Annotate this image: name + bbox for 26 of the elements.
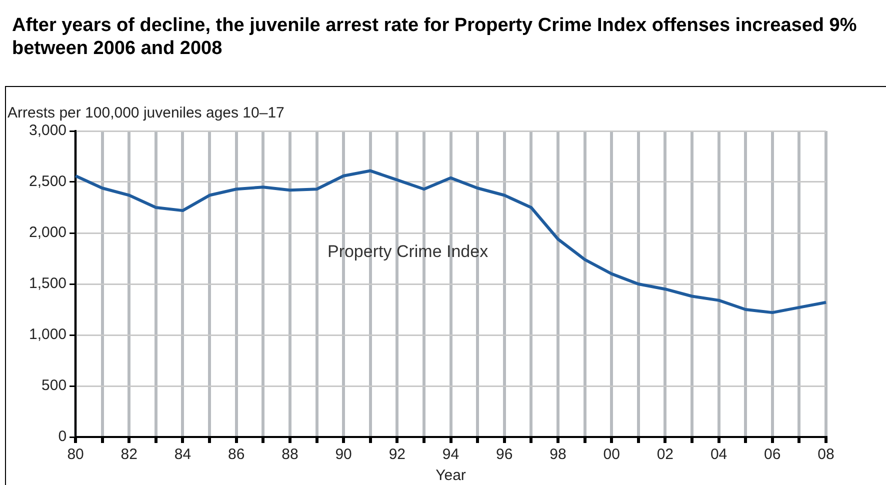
x-tick-label: 86 xyxy=(228,446,245,464)
y-tick-label: 1,500 xyxy=(28,275,67,292)
y-tick-label: 3,000 xyxy=(28,122,67,140)
x-tick-label: 92 xyxy=(388,446,406,464)
x-tick-label: 02 xyxy=(656,446,674,464)
y-axis-title: Arrests per 100,000 juveniles ages 10–17 xyxy=(8,104,284,122)
x-tick-label: 80 xyxy=(67,446,84,464)
y-tick-label: 1,000 xyxy=(28,326,67,344)
x-tick-label: 04 xyxy=(710,446,728,464)
chart-title: After years of decline, the juvenile arrest rate for Property Crime Index offenses increased 9% between 2006 and 2008 xyxy=(12,14,858,60)
text: Property Crime Index xyxy=(327,242,489,262)
y-tick-label: 2,000 xyxy=(28,224,67,242)
x-tick-label: 98 xyxy=(550,446,566,464)
x-tick-label: 82 xyxy=(120,446,138,464)
x-tick-label: 06 xyxy=(764,446,781,464)
x-tick-label: 88 xyxy=(282,446,298,464)
x-tick-label: 00 xyxy=(603,446,620,464)
x-tick-label: 94 xyxy=(442,446,460,464)
y-tick-label: 2,500 xyxy=(28,173,67,190)
x-tick-label: 96 xyxy=(496,446,513,464)
x-axis-title: Year xyxy=(436,467,466,484)
y-tick-label: 0 xyxy=(58,428,67,446)
x-tick-label: 08 xyxy=(818,446,834,464)
x-tick-label: 90 xyxy=(335,446,352,464)
x-tick-label: 84 xyxy=(174,446,192,464)
y-tick-label: 500 xyxy=(42,377,67,394)
